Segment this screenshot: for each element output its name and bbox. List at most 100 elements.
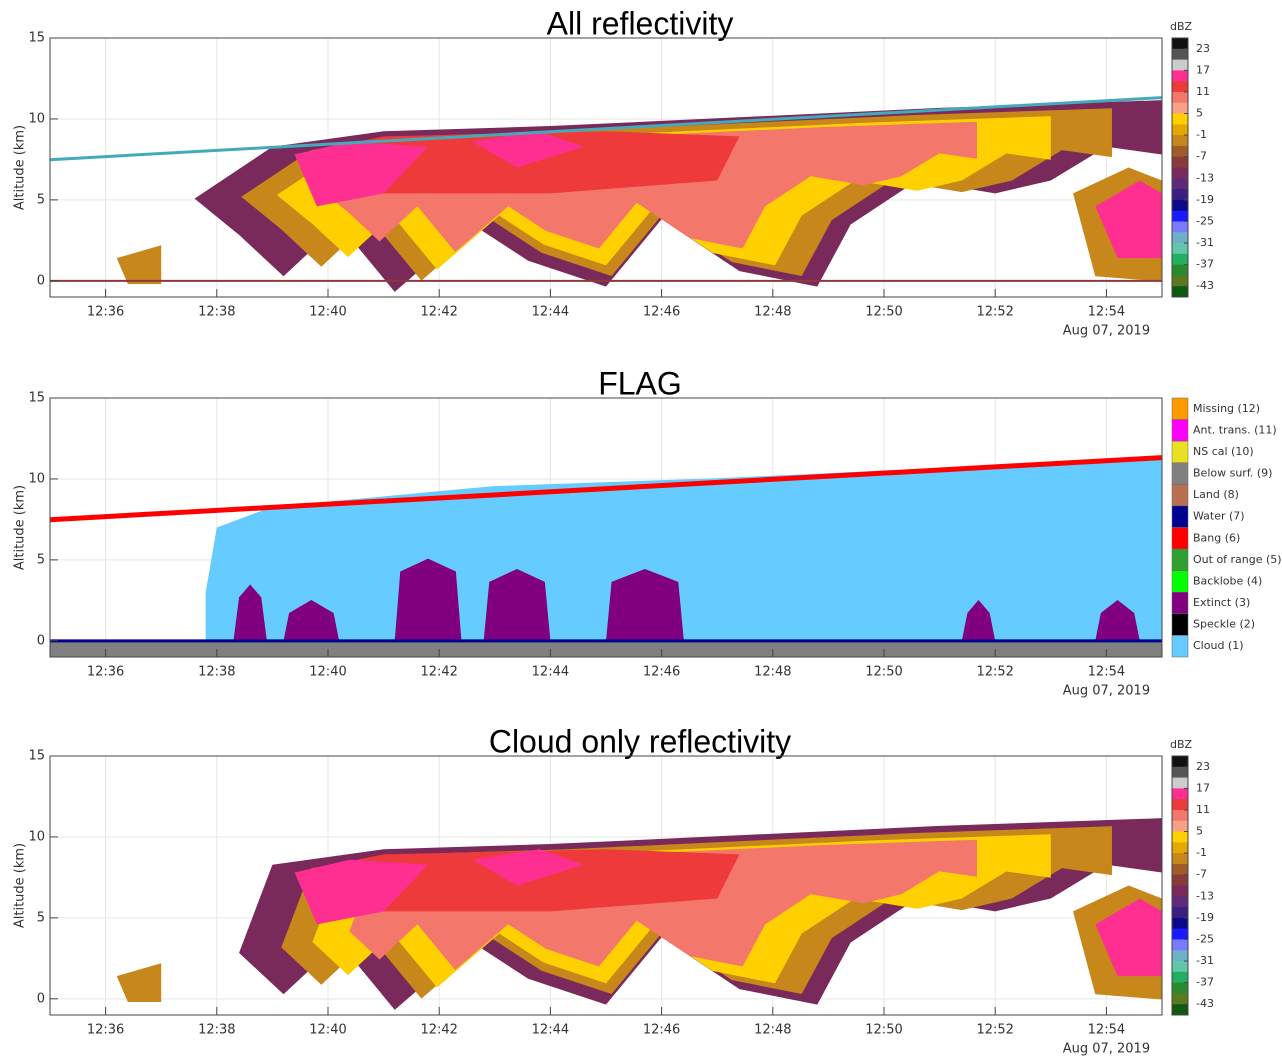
colorbar-tick-label: 23 — [1196, 760, 1210, 773]
colorbar-segment — [1172, 853, 1188, 864]
legend-label: Speckle (2) — [1193, 618, 1255, 631]
colorbar-tick-label: -1 — [1196, 128, 1207, 141]
colorbar-segment — [1172, 842, 1188, 853]
x-tick-label: 12:36 — [87, 1023, 124, 1038]
y-tick-label: 15 — [28, 391, 45, 406]
legend-swatch — [1172, 571, 1188, 593]
y-tick-label: 10 — [28, 111, 45, 126]
colorbar-tick-label: -1 — [1196, 846, 1207, 859]
x-tick-label: 12:46 — [643, 665, 680, 680]
legend-swatch — [1172, 635, 1188, 657]
legend-swatch — [1172, 549, 1188, 571]
x-tick-label: 12:38 — [198, 1023, 235, 1038]
colorbar-segment — [1172, 821, 1188, 832]
colorbar-tick-label: -43 — [1196, 279, 1214, 292]
colorbar-segment — [1172, 70, 1188, 81]
colorbar-tick-label: -31 — [1196, 954, 1214, 967]
x-tick-label: 12:48 — [754, 1023, 791, 1038]
echo-region — [117, 245, 161, 284]
x-tick-label: 12:46 — [643, 1023, 680, 1038]
colorbar-segment — [1172, 200, 1188, 211]
colorbar-segment — [1172, 286, 1188, 297]
y-tick-label: 5 — [37, 910, 45, 925]
x-tick-label: 12:40 — [309, 1023, 346, 1038]
x-tick-label: 12:52 — [976, 665, 1013, 680]
colorbar-segment — [1172, 168, 1188, 179]
x-tick-label: 12:44 — [532, 1023, 569, 1038]
x-tick-label: 12:52 — [976, 1023, 1013, 1038]
x-tick-label: 12:40 — [309, 305, 346, 320]
colorbar-segment — [1172, 767, 1188, 778]
legend-swatch — [1172, 420, 1188, 442]
colorbar-segment — [1172, 49, 1188, 60]
legend-label: Bang (6) — [1193, 531, 1240, 544]
colorbar-segment — [1172, 114, 1188, 125]
colorbar-tick-label: -25 — [1196, 214, 1214, 227]
x-tick-label: 12:50 — [865, 665, 902, 680]
x-tick-label: 12:50 — [865, 1023, 902, 1038]
colorbar-tick-label: -19 — [1196, 911, 1214, 924]
colorbar-segment — [1172, 146, 1188, 157]
y-tick-label: 10 — [28, 471, 45, 486]
y-tick-label: 0 — [37, 633, 45, 648]
x-tick-label: 12:54 — [1088, 305, 1125, 320]
x-date-label: Aug 07, 2019 — [1063, 1042, 1150, 1057]
x-tick-label: 12:48 — [754, 665, 791, 680]
legend-label: Backlobe (4) — [1193, 574, 1262, 587]
x-date-label: Aug 07, 2019 — [1063, 324, 1150, 339]
colorbar-segment — [1172, 81, 1188, 92]
x-tick-label: 12:54 — [1088, 1023, 1125, 1038]
legend-label: Out of range (5) — [1193, 553, 1282, 566]
legend-label: Land (8) — [1193, 488, 1239, 501]
colorbar-segment — [1172, 254, 1188, 265]
colorbar-segment — [1172, 135, 1188, 146]
colorbar-segment — [1172, 92, 1188, 103]
colorbar-segment — [1172, 221, 1188, 232]
colorbar-tick-label: -25 — [1196, 932, 1214, 945]
colorbar-segment — [1172, 886, 1188, 897]
colorbar-segment — [1172, 124, 1188, 135]
x-tick-label: 12:46 — [643, 305, 680, 320]
x-date-label: Aug 07, 2019 — [1063, 684, 1150, 699]
colorbar-tick-label: 23 — [1196, 42, 1210, 55]
colorbar-segment — [1172, 211, 1188, 222]
colorbar-segment — [1172, 810, 1188, 821]
colorbar-tick-label: -37 — [1196, 258, 1214, 271]
y-axis-label: Altitude (km) — [13, 125, 28, 210]
y-tick-label: 0 — [37, 991, 45, 1006]
legend-label: Extinct (3) — [1193, 596, 1250, 609]
colorbar-segment — [1172, 788, 1188, 799]
x-tick-label: 12:48 — [754, 305, 791, 320]
colorbar-segment — [1172, 961, 1188, 972]
legend-swatch — [1172, 506, 1188, 528]
figure: All reflectivityAltitude (km)05101512:36… — [0, 0, 1282, 1058]
y-tick-label: 10 — [28, 829, 45, 844]
y-tick-label: 5 — [37, 552, 45, 567]
colorbar-tick-label: -7 — [1196, 150, 1207, 163]
legend-label: Cloud (1) — [1193, 639, 1244, 652]
colorbar-segment — [1172, 1004, 1188, 1015]
colorbar-tick-label: -7 — [1196, 868, 1207, 881]
y-tick-label: 5 — [37, 192, 45, 207]
x-tick-label: 12:54 — [1088, 665, 1125, 680]
y-axis-label: Altitude (km) — [13, 843, 28, 928]
colorbar-segment — [1172, 799, 1188, 810]
y-tick-label: 0 — [37, 273, 45, 288]
x-tick-label: 12:38 — [198, 665, 235, 680]
page: All reflectivityAltitude (km)05101512:36… — [0, 0, 1282, 1058]
colorbar-tick-label: 5 — [1196, 107, 1203, 120]
colorbar-segment — [1172, 972, 1188, 983]
legend-swatch — [1172, 614, 1188, 636]
colorbar-tick-label: 17 — [1196, 63, 1210, 76]
colorbar-tick-label: -31 — [1196, 236, 1214, 249]
colorbar-segment — [1172, 103, 1188, 114]
colorbar-segment — [1172, 178, 1188, 189]
y-tick-label: 15 — [28, 31, 45, 46]
colorbar-segment — [1172, 60, 1188, 71]
colorbar-segment — [1172, 157, 1188, 168]
legend-label: Below surf. (9) — [1193, 467, 1272, 480]
x-tick-label: 12:44 — [532, 665, 569, 680]
colorbar-segment — [1172, 993, 1188, 1004]
y-axis-label: Altitude (km) — [13, 485, 28, 570]
legend-swatch — [1172, 441, 1188, 463]
